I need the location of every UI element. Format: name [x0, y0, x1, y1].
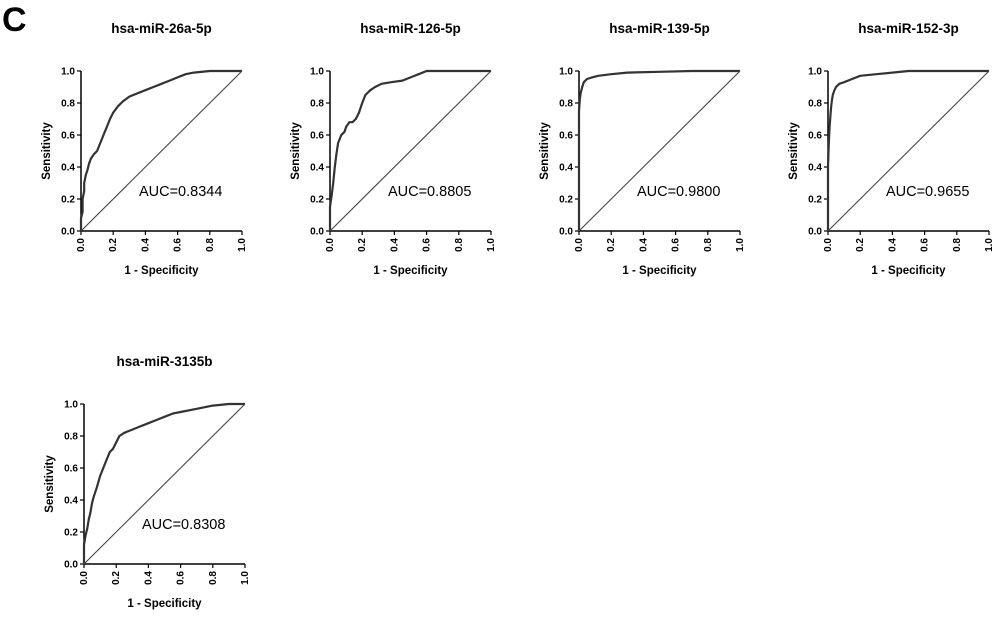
chart-4-y-tick-label: 0.6 — [808, 131, 822, 142]
panel-label: C — [2, 1, 27, 39]
chart-2-x-axis-label: 1 - Specificity — [373, 265, 448, 277]
chart-2-reference-line — [329, 70, 492, 232]
chart-1-y-tick-label: 0.6 — [61, 131, 75, 142]
chart-3-x-tick-label: 0.0 — [574, 238, 585, 252]
chart-5-x-tick-label: 1.0 — [240, 571, 251, 585]
chart-1-y-axis-label: Sensitivity — [41, 122, 53, 180]
chart-1-title: hsa-miR-26a-5p — [111, 21, 212, 36]
chart-3-y-tick-label: 1.0 — [559, 67, 573, 78]
chart-3-y-tick-label: 0.0 — [559, 227, 573, 238]
chart-2-y-axis-label: Sensitivity — [290, 122, 302, 180]
chart-1-y-tick-label: 0.4 — [61, 163, 75, 174]
chart-3-x-tick-label: 0.6 — [671, 238, 682, 252]
chart-1-x-tick-label: 0.6 — [173, 238, 184, 252]
chart-2-y-tick-label: 0.8 — [310, 99, 324, 110]
chart-4-y-tick-label: 0.4 — [808, 163, 822, 174]
chart-5-x-axis-label: 1 - Specificity — [127, 598, 202, 610]
chart-4-x-tick-label: 0.6 — [920, 238, 931, 252]
chart-3-y-axis-label: Sensitivity — [539, 122, 551, 180]
chart-5-reference-line — [83, 403, 246, 565]
chart-4-x-axis-label: 1 - Specificity — [871, 265, 946, 277]
chart-2-roc-curve — [328, 69, 491, 231]
chart-5-roc-curve — [82, 402, 245, 564]
chart-2-x-tick-label: 0.6 — [422, 238, 433, 252]
chart-3-reference-line — [578, 70, 741, 232]
chart-2-x-tick-label: 0.2 — [357, 238, 368, 252]
chart-3-y-tick-label: 0.8 — [559, 99, 573, 110]
chart-4-x-tick-label: 0.2 — [855, 238, 866, 252]
chart-2-y-tick-label: 0.6 — [310, 131, 324, 142]
chart-5-title: hsa-miR-3135b — [116, 354, 212, 369]
chart-4-y-tick-label: 0.2 — [808, 195, 822, 206]
chart-5-y-tick-label: 0.6 — [64, 464, 78, 475]
chart-1-auc-annotation: AUC=0.8344 — [139, 184, 222, 200]
chart-4-roc-curve — [826, 69, 989, 231]
chart-1-y-tick-label: 1.0 — [61, 67, 75, 78]
chart-4-title: hsa-miR-152-3p — [858, 21, 959, 36]
chart-2-x-tick-label: 0.0 — [325, 238, 336, 252]
chart-1-x-tick-label: 0.8 — [205, 238, 216, 252]
chart-3-x-tick-label: 0.2 — [606, 238, 617, 252]
chart-3-x-tick-label: 0.8 — [703, 238, 714, 252]
chart-2-x-tick-label: 1.0 — [486, 238, 497, 252]
chart-1-y-tick-label: 0.8 — [61, 99, 75, 110]
chart-4-y-tick-label: 0.8 — [808, 99, 822, 110]
chart-2-title: hsa-miR-126-5p — [360, 21, 461, 36]
chart-4-y-tick-label: 1.0 — [808, 67, 822, 78]
chart-3-title: hsa-miR-139-5p — [609, 21, 710, 36]
chart-2-y-tick-label: 1.0 — [310, 67, 324, 78]
chart-2-y-tick-label: 0.2 — [310, 195, 324, 206]
chart-1-roc-curve — [79, 69, 242, 231]
chart-5-y-tick-label: 0.8 — [64, 432, 78, 443]
chart-5-x-tick-label: 0.6 — [176, 571, 187, 585]
chart-1-y-tick-label: 0.0 — [61, 227, 75, 238]
chart-4-reference-line — [827, 70, 990, 232]
chart-3-y-tick-label: 0.2 — [559, 195, 573, 206]
chart-2-x-tick-label: 0.8 — [454, 238, 465, 252]
chart-3-x-tick-label: 1.0 — [735, 238, 746, 252]
chart-1-x-tick-label: 0.2 — [108, 238, 119, 252]
chart-2-y-tick-label: 0.4 — [310, 163, 324, 174]
chart-4-y-tick-label: 0.0 — [808, 227, 822, 238]
chart-1-y-tick-label: 0.2 — [61, 195, 75, 206]
chart-1-x-axis-label: 1 - Specificity — [124, 265, 199, 277]
chart-5-auc-annotation: AUC=0.8308 — [142, 517, 225, 533]
chart-3-roc-curve — [577, 69, 740, 231]
chart-3-auc-annotation: AUC=0.9800 — [637, 184, 720, 200]
chart-2-y-tick-label: 0.0 — [310, 227, 324, 238]
chart-5-x-tick-label: 0.2 — [111, 571, 122, 585]
chart-4-y-axis-label: Sensitivity — [788, 122, 800, 180]
chart-2-auc-annotation: AUC=0.8805 — [388, 184, 471, 200]
chart-1-x-tick-label: 0.4 — [140, 238, 151, 252]
chart-5-x-tick-label: 0.8 — [208, 571, 219, 585]
chart-1-x-tick-label: 0.0 — [76, 238, 87, 252]
chart-5-x-tick-label: 0.4 — [143, 571, 154, 585]
chart-5-y-tick-label: 0.4 — [64, 496, 78, 507]
chart-5-y-axis-label: Sensitivity — [44, 455, 56, 513]
chart-1-reference-line — [80, 70, 243, 232]
chart-4-auc-annotation: AUC=0.9655 — [886, 184, 969, 200]
chart-4-x-tick-label: 0.8 — [952, 238, 963, 252]
chart-3-y-tick-label: 0.4 — [559, 163, 573, 174]
chart-4-x-tick-label: 0.4 — [887, 238, 898, 252]
chart-3-y-tick-label: 0.6 — [559, 131, 573, 142]
chart-3-x-tick-label: 0.4 — [638, 238, 649, 252]
chart-5-x-tick-label: 0.0 — [79, 571, 90, 585]
chart-1-x-tick-label: 1.0 — [237, 238, 248, 252]
chart-4-x-tick-label: 1.0 — [984, 238, 995, 252]
chart-3-x-axis-label: 1 - Specificity — [622, 265, 697, 277]
chart-5-y-tick-label: 1.0 — [64, 400, 78, 411]
chart-2-x-tick-label: 0.4 — [389, 238, 400, 252]
chart-5-y-tick-label: 0.0 — [64, 560, 78, 571]
chart-5-y-tick-label: 0.2 — [64, 528, 78, 539]
chart-4-x-tick-label: 0.0 — [823, 238, 834, 252]
